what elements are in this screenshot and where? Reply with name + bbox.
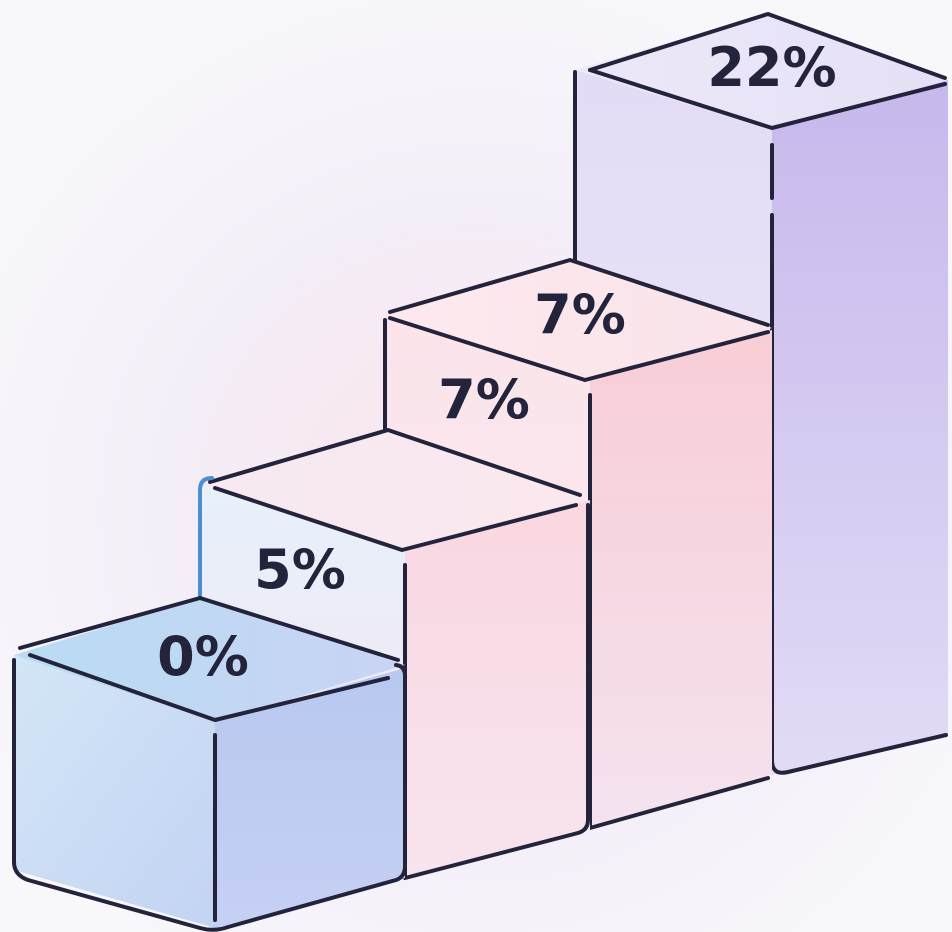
bar-5-side-face [405,500,590,878]
bar-7-label: 7% [438,368,530,431]
bar-7-top-face [385,260,772,380]
bar-0-top-face [14,598,405,722]
bar-5-label: 5% [254,538,346,601]
bar-0-side-face [215,668,405,928]
bar-22-top-face [575,14,948,130]
bar-7-side-face [590,330,772,830]
bar-22-side-face [772,80,948,775]
bar-7-top-label: 7% [534,283,626,346]
bar-0 [12,596,407,932]
bar-5-top-face [200,430,588,550]
bar-0-front-face [14,655,215,928]
bar-22-label: 22% [707,36,836,99]
bar-0-label: 0% [157,625,249,688]
